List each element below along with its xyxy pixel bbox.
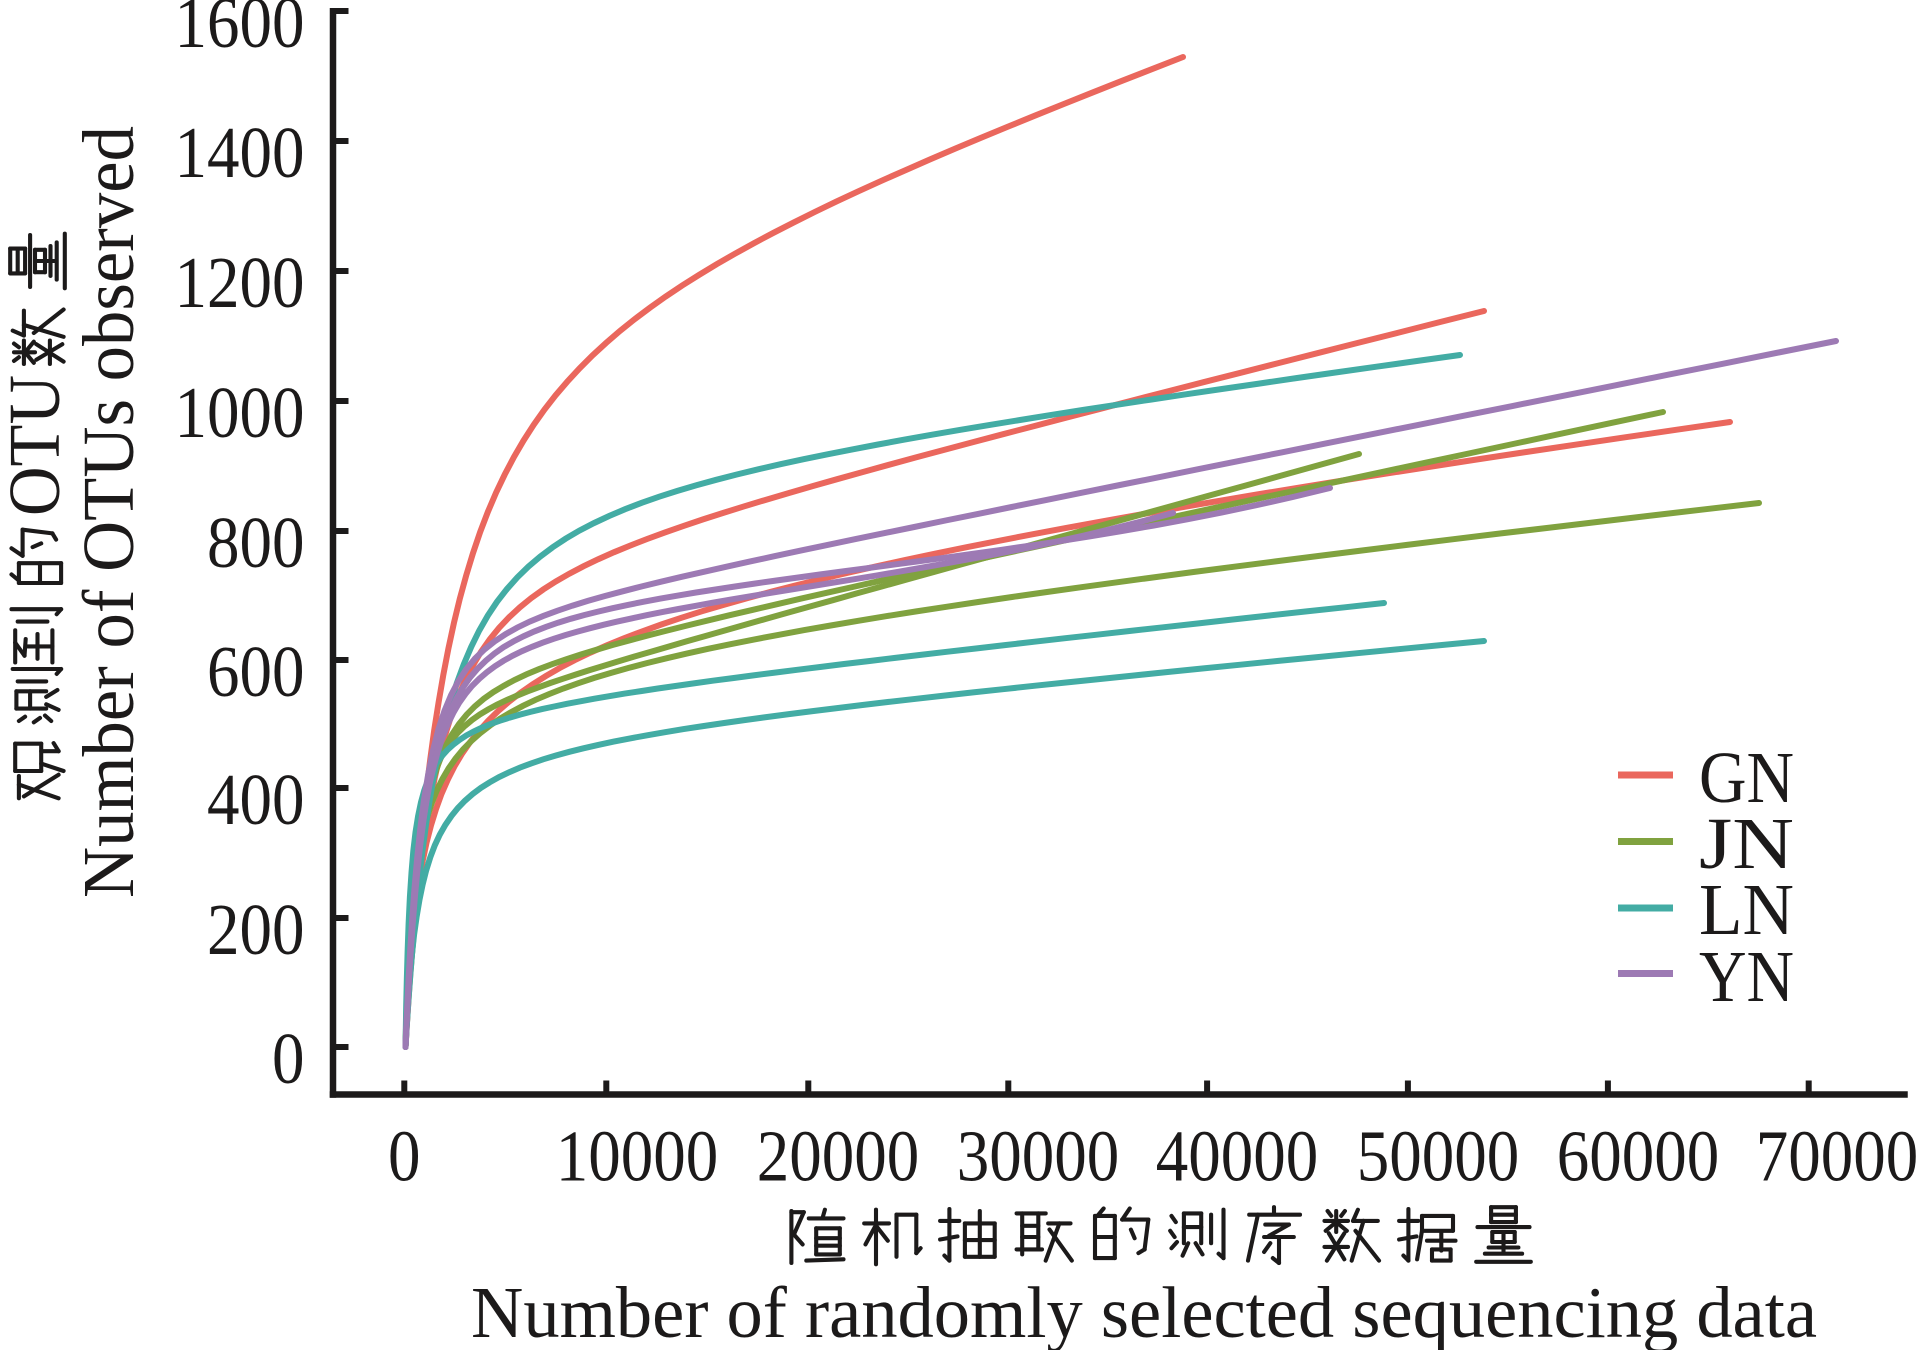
svg-text:600: 600 <box>207 632 305 713</box>
svg-text:0: 0 <box>388 1117 421 1198</box>
svg-text:Number of randomly selected se: Number of randomly selected sequencing d… <box>471 1273 1817 1350</box>
svg-text:50000: 50000 <box>1357 1117 1520 1198</box>
svg-text:60000: 60000 <box>1557 1117 1720 1198</box>
svg-text:0: 0 <box>272 1019 305 1100</box>
svg-text:20000: 20000 <box>757 1117 920 1198</box>
svg-text:LN: LN <box>1699 870 1794 951</box>
svg-text:OTU: OTU <box>0 375 75 516</box>
svg-text:400: 400 <box>207 760 305 841</box>
svg-text:70000: 70000 <box>1756 1117 1919 1198</box>
svg-text:1200: 1200 <box>175 243 305 324</box>
svg-text:800: 800 <box>207 503 305 584</box>
svg-text:10000: 10000 <box>556 1117 719 1198</box>
svg-text:1000: 1000 <box>175 373 305 454</box>
svg-text:JN: JN <box>1699 804 1794 885</box>
svg-text:1400: 1400 <box>175 113 305 194</box>
svg-text:40000: 40000 <box>1156 1117 1319 1198</box>
svg-text:Number of OTUs observed: Number of OTUs observed <box>68 126 149 898</box>
svg-text:YN: YN <box>1699 937 1794 1018</box>
svg-text:30000: 30000 <box>957 1117 1120 1198</box>
svg-text:GN: GN <box>1699 738 1794 819</box>
svg-text:1600: 1600 <box>175 0 305 64</box>
svg-text:200: 200 <box>207 890 305 971</box>
